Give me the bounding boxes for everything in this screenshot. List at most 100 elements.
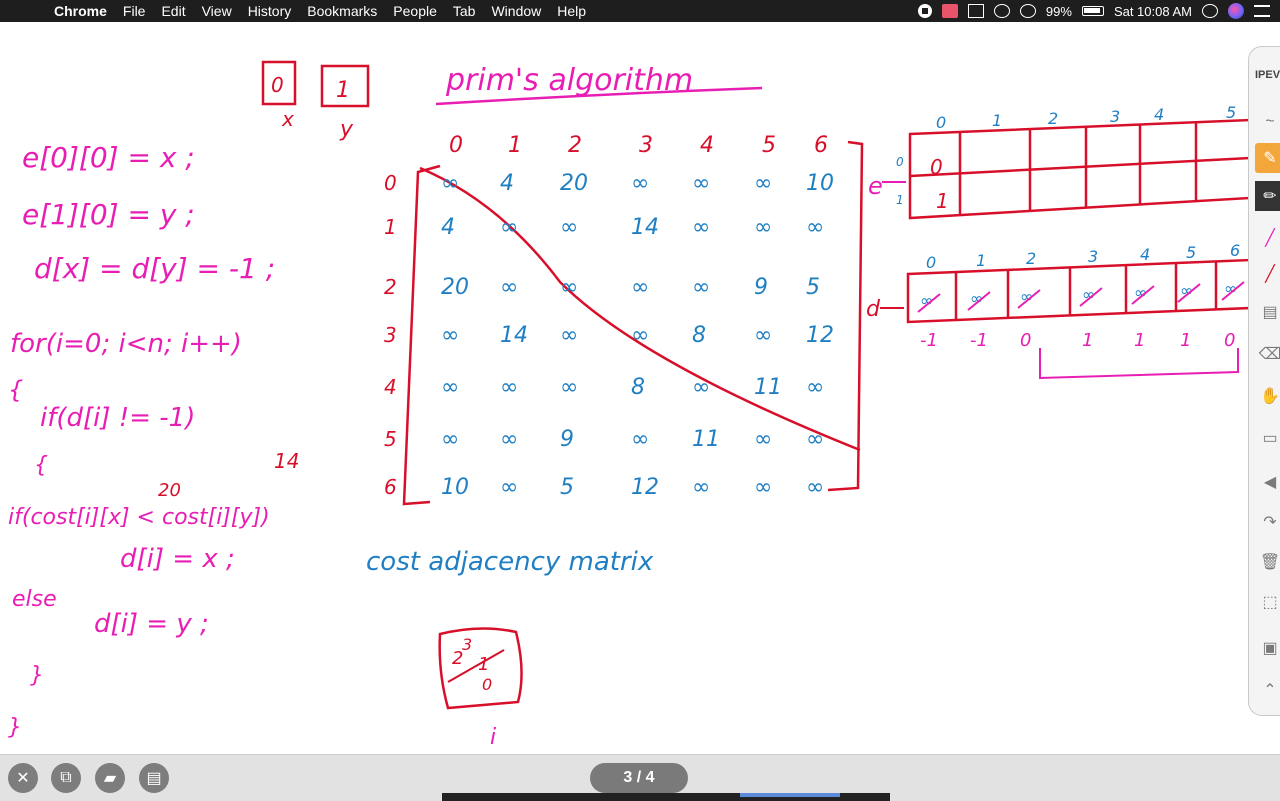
matrix-row-header-0: 0: [384, 171, 397, 195]
camera-tool-icon[interactable]: ▣: [1262, 640, 1278, 657]
matrix-cell-r2-c1: ∞: [500, 275, 518, 300]
d-array-frame: [906, 258, 1252, 324]
e-array-value-0: 0: [930, 155, 943, 179]
matrix-cell-r1-c1: ∞: [500, 215, 518, 240]
notification-center-icon[interactable]: [1254, 5, 1270, 17]
menu-history[interactable]: History: [247, 3, 292, 19]
collapse-chevron-icon[interactable]: ⌃: [1263, 682, 1277, 699]
code-line-7: {: [34, 453, 48, 478]
d-cell-1: ∞: [970, 289, 983, 308]
matrix-cell-r4-c2: ∞: [560, 375, 578, 400]
matrix-row-header-3: 3: [384, 323, 397, 347]
matrix-cell-r5-c2: 9: [560, 427, 574, 452]
d-below-value-1: -1: [970, 330, 988, 351]
matrix-cell-r5-c5: ∞: [754, 427, 772, 452]
menu-file[interactable]: File: [122, 3, 146, 19]
matrix-row-header-5: 5: [384, 427, 397, 451]
matrix-cell-r1-c5: ∞: [754, 215, 772, 240]
matrix-cell-r6-c6: ∞: [806, 475, 824, 500]
clock[interactable]: Sat 10:08 AM: [1113, 3, 1192, 19]
stamp-tool-icon[interactable]: ▤: [1262, 304, 1278, 321]
matrix-cell-r2-c4: ∞: [692, 275, 710, 300]
matrix-row-header-4: 4: [384, 375, 397, 399]
highlighter-tool-icon[interactable]: ✎: [1255, 143, 1280, 173]
battery-icon[interactable]: [1081, 6, 1104, 16]
whiteboard-drawing: prim's algorithm 0 x 1 y e[0][0] = x ; e…: [8, 60, 1252, 750]
d-below-value-0: -1: [920, 330, 938, 351]
matrix-cell-r5-c4: 11: [692, 427, 720, 452]
whiteboard-canvas[interactable]: prim's algorithm 0 x 1 y e[0][0] = x ; e…: [0, 22, 1280, 754]
scrollbar-thumb[interactable]: [740, 793, 840, 797]
undo-tool-icon[interactable]: ◀: [1263, 474, 1277, 491]
matrix-cell-r6-c2: 5: [560, 475, 574, 500]
menu-help[interactable]: Help: [557, 3, 587, 19]
spotlight-search-icon[interactable]: [1202, 4, 1218, 18]
e-col-header-0: 0: [936, 113, 946, 132]
menu-window[interactable]: Window: [491, 3, 542, 19]
cloud-icon[interactable]: [1019, 4, 1036, 18]
matrix-cell-r4-c3: 8: [631, 375, 645, 400]
d-cell-strike-1: [967, 291, 991, 311]
page-indicator[interactable]: 3 / 4: [590, 763, 688, 793]
x-box-value: 0: [271, 73, 284, 97]
e-array-value-1: 1: [936, 189, 949, 213]
matrix-cell-r3-c0: ∞: [441, 323, 459, 348]
close-button[interactable]: ✕: [8, 763, 38, 793]
d-col-header-5: 5: [1186, 243, 1196, 262]
delete-tool-icon[interactable]: 🗑: [1259, 554, 1280, 571]
app-menu[interactable]: Chrome: [54, 3, 107, 19]
d-below-value-3: 1: [1082, 330, 1093, 351]
pen-tool-icon[interactable]: ✏: [1255, 181, 1280, 211]
matrix-cell-r0-c1: 4: [500, 171, 514, 196]
d-below-value-5: 1: [1180, 330, 1191, 351]
d-cell-strike-4: [1131, 285, 1155, 305]
matrix-cell-r0-c4: ∞: [692, 171, 710, 196]
code-line-3: d[x] = d[y] = -1 ;: [34, 252, 275, 285]
eraser-tool-icon[interactable]: ⌫: [1258, 346, 1280, 363]
horizontal-scrollbar[interactable]: [442, 793, 890, 801]
siri-icon[interactable]: [1228, 3, 1244, 19]
matrix-cell-r1-c2: ∞: [560, 215, 578, 240]
e-array-columns: 0 1 2 3 4 5: [936, 103, 1236, 216]
d-below-value-2: 0: [1020, 330, 1031, 351]
magenta-pen-icon[interactable]: ╱: [1265, 230, 1275, 247]
select-tool-icon[interactable]: ⬚: [1262, 594, 1278, 611]
stack-value-3: 0: [482, 675, 492, 694]
matrix-cell-r1-c0: 4: [441, 215, 455, 240]
menu-bookmarks[interactable]: Bookmarks: [307, 3, 378, 19]
annotate-icon[interactable]: [941, 4, 958, 18]
matrix-col-header-3: 3: [639, 133, 653, 158]
matrix-cell-r1-c4: ∞: [692, 215, 710, 240]
d-below-value-6: 0: [1224, 330, 1235, 351]
matrix-cell-r0-c5: ∞: [754, 171, 772, 196]
new-board-button[interactable]: ⧉: [51, 763, 81, 793]
redo-tool-icon[interactable]: ↷: [1263, 514, 1277, 531]
matrix-cell-r6-c0: 10: [441, 475, 469, 500]
open-button[interactable]: ▰: [95, 763, 125, 793]
hand-tool-icon[interactable]: ✋: [1260, 388, 1280, 405]
matrix-cell-r2-c3: ∞: [631, 275, 649, 300]
red-pen-icon[interactable]: ╱: [1265, 266, 1275, 283]
save-button[interactable]: ▤: [139, 763, 169, 793]
code-line-1: e[0][0] = x ;: [22, 141, 195, 174]
matrix-cell-r3-c6: 12: [806, 323, 834, 348]
matrix-cell-r3-c3: ∞: [631, 323, 649, 348]
menu-view[interactable]: View: [201, 3, 232, 19]
d-col-header-3: 3: [1088, 247, 1098, 266]
menu-edit[interactable]: Edit: [161, 3, 186, 19]
matrix-col-header-5: 5: [762, 133, 776, 158]
e-row-header-1: 1: [896, 193, 904, 207]
screen-record-icon[interactable]: [917, 4, 932, 18]
stack-box: 2 3 1 0 i: [438, 627, 523, 750]
shapes-tool-icon[interactable]: ▭: [1262, 430, 1278, 447]
matrix-cell-r2-c6: 5: [806, 275, 820, 300]
scribble-tool-icon[interactable]: ~: [1265, 113, 1275, 130]
menu-tab[interactable]: Tab: [452, 3, 476, 19]
menu-people[interactable]: People: [393, 3, 437, 19]
camera-icon[interactable]: [993, 4, 1010, 18]
matrix-col-header-4: 4: [700, 133, 714, 158]
capture-icon[interactable]: [967, 4, 984, 18]
matrix-cell-r2-c0: 20: [441, 275, 469, 300]
d-array-columns: 0 ∞ -1 1 ∞ -1 2 ∞ 0 3 ∞ 1 4 ∞ 1 5 ∞ 1 6 ∞ 0: [917, 241, 1245, 351]
d-cell-strike-6: [1221, 281, 1245, 301]
